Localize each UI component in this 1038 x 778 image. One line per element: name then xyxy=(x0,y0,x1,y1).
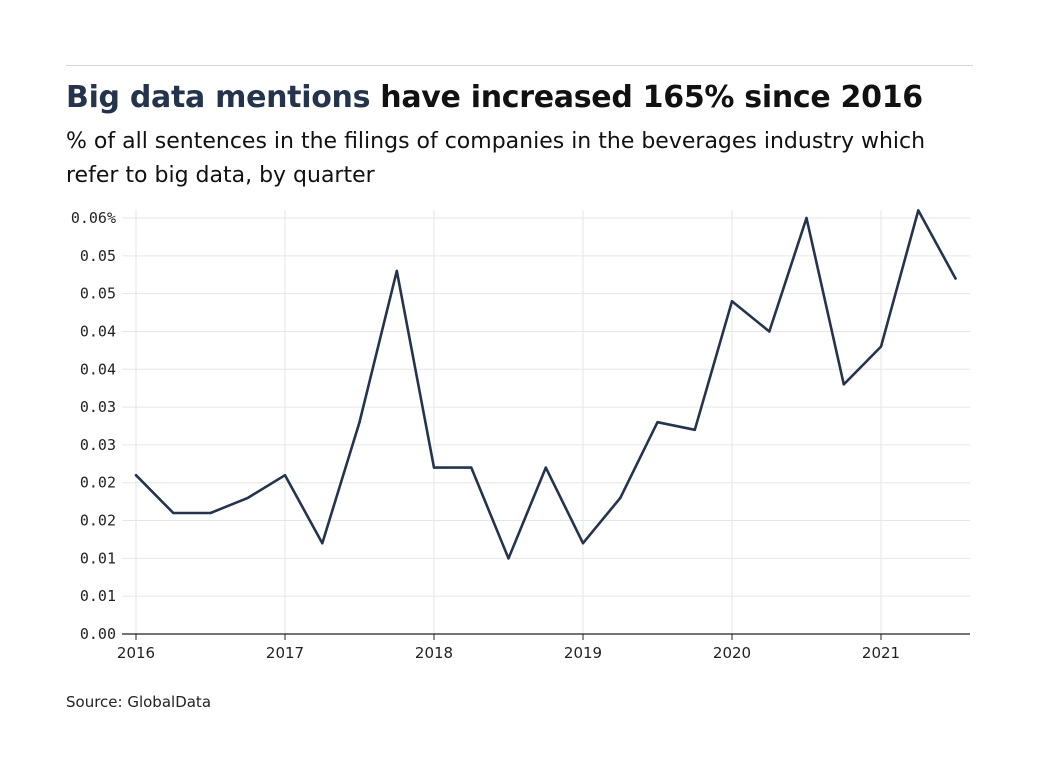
chart-title: Big data mentions have increased 165% si… xyxy=(66,80,923,115)
title-rest: have increased 165% since 2016 xyxy=(370,80,923,115)
x-tick-label: 2019 xyxy=(564,644,602,662)
data-point xyxy=(134,474,138,477)
y-tick-label: 0.00 xyxy=(80,625,116,643)
data-point xyxy=(581,542,585,545)
line-chart: 0.00 0.01 0.01 0.02 0.02 0.03 0.03 0.04 0.04 0.05… xyxy=(71,209,970,662)
data-point xyxy=(656,421,659,424)
y-tick-label: 0.05 xyxy=(80,247,116,265)
data-point xyxy=(619,496,622,500)
data-point xyxy=(209,511,212,515)
y-tick-label: 0.05 xyxy=(80,285,116,303)
data-point xyxy=(768,330,771,333)
data-point xyxy=(730,300,734,303)
data-point xyxy=(544,466,547,469)
y-tick-label: 0.04 xyxy=(80,360,116,378)
data-point xyxy=(321,542,324,545)
top-rule xyxy=(66,65,973,66)
y-tick-label: 0.01 xyxy=(80,549,116,567)
data-point xyxy=(954,277,957,280)
data-point xyxy=(693,428,696,431)
y-tick-label: 0.01 xyxy=(80,587,116,605)
x-tick-label: 2018 xyxy=(415,644,453,662)
data-point xyxy=(917,209,920,212)
series-line xyxy=(134,209,957,560)
data-point xyxy=(805,216,808,220)
title-highlight: Big data mentions xyxy=(66,80,371,115)
x-tick-label: 2021 xyxy=(862,644,900,662)
data-point xyxy=(395,269,398,273)
data-point xyxy=(358,421,361,424)
y-tick-label: 0.06% xyxy=(71,209,116,227)
y-tick-label: 0.03 xyxy=(80,398,116,416)
chart-subtitle: % of all sentences in the filings of com… xyxy=(66,129,926,188)
x-tick-label: 2016 xyxy=(117,644,155,662)
data-point xyxy=(432,466,436,469)
y-tick-label: 0.02 xyxy=(80,474,116,492)
data-point xyxy=(507,557,510,560)
source-note: Source: GlobalData xyxy=(66,693,212,711)
x-tick-label: 2017 xyxy=(266,644,304,662)
y-tick-label: 0.04 xyxy=(80,322,116,340)
data-point xyxy=(470,466,473,469)
x-tick-label: 2020 xyxy=(713,644,751,662)
y-tick-label: 0.03 xyxy=(80,436,116,454)
y-tick-label: 0.02 xyxy=(80,512,116,530)
data-point xyxy=(879,345,883,348)
data-point xyxy=(842,383,845,386)
data-point xyxy=(283,474,287,477)
data-point xyxy=(172,511,175,515)
data-point xyxy=(246,496,249,500)
